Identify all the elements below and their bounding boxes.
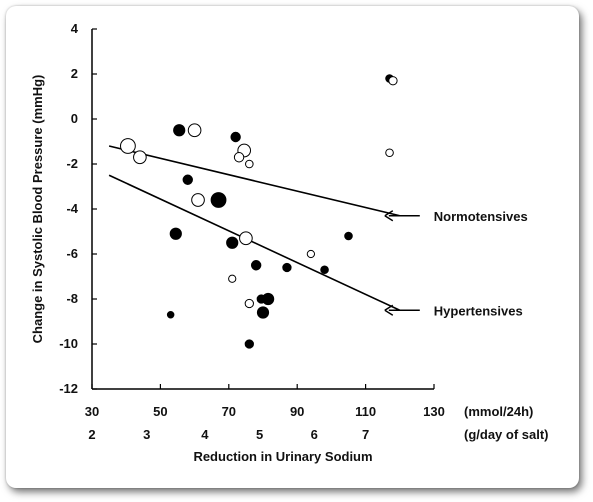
normotensive-point [239,231,253,246]
axes [91,28,435,390]
y-tick-label: -8 [66,291,78,306]
x-tick-labels-primary: 30 50 70 90 110 130 [85,404,445,419]
annotation-arrow-head [384,304,394,316]
normotensive-point [388,76,398,86]
hypertensive-point [320,265,329,275]
y-tick-label: -2 [66,156,78,171]
hypertensive-point [250,260,262,271]
y-tick-label: -6 [66,246,78,261]
x-tick-label-secondary: 3 [143,427,150,442]
y-tick-label: 4 [71,21,79,36]
x-tick-label-secondary: 7 [362,427,369,442]
regression-line-normotensives [108,145,400,217]
x-tick-label-secondary: 4 [201,427,209,442]
hypertensive-point [173,124,186,137]
normotensive-point [244,298,254,309]
regression-lines [108,145,401,311]
normotensive-point [233,152,245,163]
annotations: Normotensives Hypertensives [384,209,528,318]
normotensive-point [191,193,205,207]
x-tick-label-primary: 30 [85,404,99,419]
normotensive-point [306,249,316,259]
y-axis-title: Change in Systolic Blood Pressure (mmHg) [30,75,45,344]
hypertensive-point [230,131,241,143]
normotensive-point [228,274,237,283]
x-tick-label-secondary: 5 [256,427,263,442]
hypertensive-point [169,227,182,240]
hypertensive-point [344,231,353,241]
y-tick-label: -4 [66,201,78,216]
hypertensive-point [210,192,227,208]
normotensive-point [133,150,147,165]
hypertensive-point [182,174,193,185]
x-tick-label-primary: 90 [290,404,304,419]
hypertensive-point [262,292,275,306]
x-tick-label-primary: 70 [222,404,236,419]
x-axis-title: Reduction in Urinary Sodium [193,449,372,464]
normotensive-point [187,123,202,138]
x-unit-secondary: (g/day of salt) [464,427,549,442]
normotensive-point [385,148,394,158]
hypertensive-point [226,236,239,249]
x-tick-label-primary: 110 [355,404,376,419]
data-points [120,74,398,349]
x-tick-label-primary: 130 [423,404,445,419]
x-tick-label-secondary: 6 [311,427,318,442]
annotation-arrow-head [384,210,394,222]
regression-line-hypertensives [108,174,401,311]
x-tick-label-primary: 50 [153,404,167,419]
x-tick-labels-secondary: 2 3 4 5 6 7 [88,427,369,442]
annotation-label-normotensives: Normotensives [434,209,528,224]
y-tick-label: -12 [59,381,78,396]
normotensive-point [120,138,136,154]
hypertensive-point [244,339,254,349]
hypertensive-point [282,262,292,273]
x-unit-primary: (mmol/24h) [464,404,533,419]
y-tick-label: 2 [71,66,78,81]
y-tick-label: -10 [59,336,78,351]
y-tick-label: 0 [71,111,78,126]
x-tick-label-secondary: 2 [88,427,95,442]
y-tick-labels: 4 2 0 -2 -4 -6 -8 -10 -12 [59,21,79,396]
annotation-label-hypertensives: Hypertensives [434,303,523,318]
hypertensive-point [256,306,270,319]
hypertensive-point [166,310,175,319]
normotensive-point [245,159,254,169]
